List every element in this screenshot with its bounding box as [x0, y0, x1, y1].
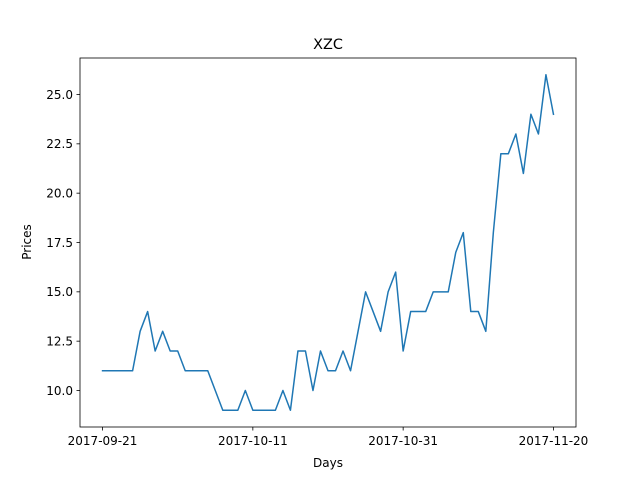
y-tick-label: 22.5	[46, 137, 73, 151]
x-axis-label: Days	[313, 456, 343, 470]
y-tick-label: 17.5	[46, 236, 73, 250]
x-tick-label: 2017-09-21	[68, 434, 138, 448]
x-axis: 2017-09-21 2017-10-11 2017-10-31 2017-11-20	[68, 427, 589, 448]
y-tick-label: 25.0	[46, 88, 73, 102]
y-tick-label: 15.0	[46, 285, 73, 299]
y-tick-label: 10.0	[46, 384, 73, 398]
y-tick-label: 12.5	[46, 334, 73, 348]
price-series-line	[101, 74, 555, 411]
plot-area	[101, 74, 555, 411]
y-axis-label: Prices	[20, 224, 34, 260]
y-axis: 10.0 12.5 15.0 17.5 20.0 22.5 25.0	[46, 88, 80, 398]
chart-title: XZC	[313, 37, 343, 53]
x-tick-label: 2017-10-11	[218, 434, 288, 448]
x-tick-label: 2017-10-31	[368, 434, 438, 448]
x-tick-label: 2017-11-20	[519, 434, 589, 448]
y-tick-label: 20.0	[46, 186, 73, 200]
